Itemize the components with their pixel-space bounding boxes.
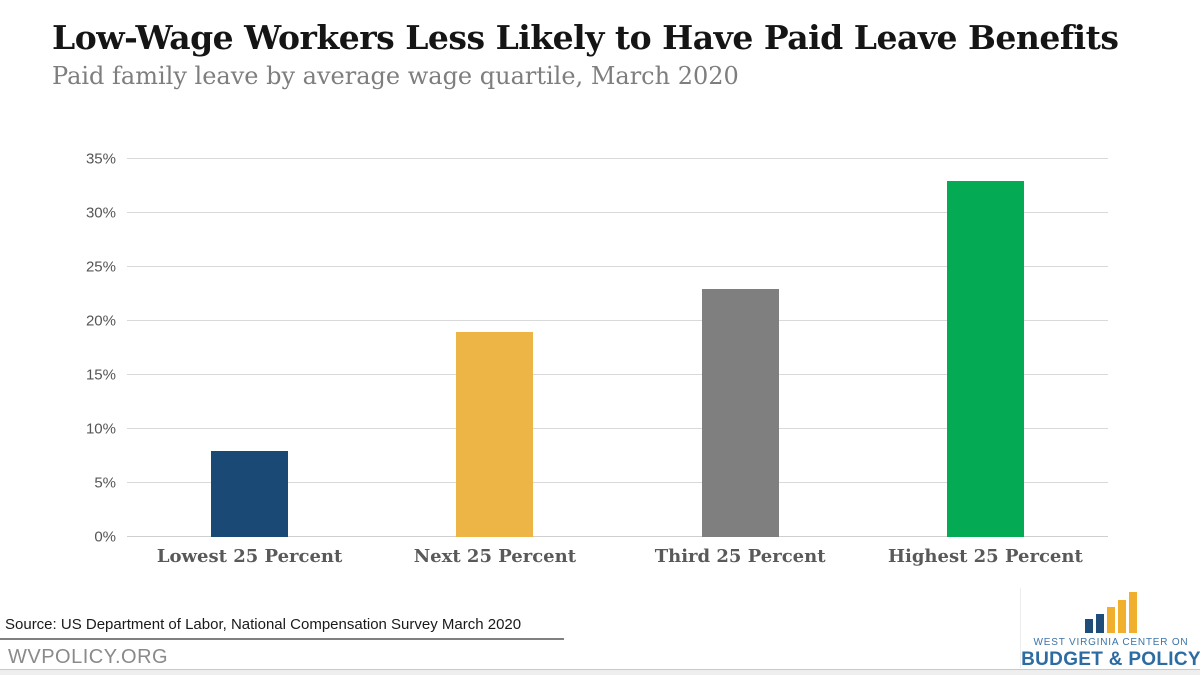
gridline-0 — [127, 536, 1108, 537]
logo-bar — [1118, 600, 1126, 633]
y-axis-tick-label: 15% — [85, 366, 116, 384]
bar-chart-plot-area: 0% 5% 10% 15% 20% 25% 30% 35% Lowest 25 Percent N… — [86, 151, 1108, 567]
y-axis-tick-label: 0% — [94, 528, 116, 546]
x-axis-category-label: Highest 25 Percent — [887, 546, 1083, 567]
gridline-20 — [127, 320, 1108, 321]
bar-lowest-25-percent — [211, 450, 289, 537]
logo-bar — [1085, 619, 1093, 633]
y-axis-tick-label: 5% — [94, 474, 116, 492]
logo-text-line2: BUDGET & POLICY — [1021, 649, 1200, 670]
org-logo: WEST VIRGINIA CENTER ON BUDGET & POLICY — [1020, 588, 1200, 670]
bar-third-25-percent — [701, 288, 779, 537]
y-axis-tick-label: 25% — [85, 258, 116, 276]
logo-text-line1: WEST VIRGINIA CENTER ON — [1033, 637, 1189, 648]
source-note: Source: US Department of Labor, National… — [0, 616, 564, 640]
page-title: Low-Wage Workers Less Likely to Have Pai… — [52, 18, 1119, 57]
bar-next-25-percent — [456, 331, 534, 537]
y-axis-tick-label: 20% — [85, 312, 116, 330]
gridline-5 — [127, 482, 1108, 483]
x-axis-category-label: Third 25 Percent — [654, 546, 826, 567]
gridline-10 — [127, 428, 1108, 429]
logo-bar — [1129, 592, 1137, 633]
website-url: WVPOLICY.ORG — [8, 646, 169, 668]
bottom-divider — [0, 669, 1200, 675]
ascending-bars-icon — [1085, 592, 1137, 633]
logo-bar — [1096, 614, 1104, 633]
logo-bar — [1107, 607, 1115, 633]
gridline-30 — [127, 212, 1108, 213]
gridline-15 — [127, 374, 1108, 375]
y-axis-tick-label: 10% — [85, 420, 116, 438]
gridline-35 — [127, 158, 1108, 159]
y-axis-tick-label: 30% — [85, 204, 116, 222]
x-axis-category-label: Next 25 Percent — [413, 546, 577, 567]
page-subtitle: Paid family leave by average wage quarti… — [52, 62, 739, 90]
gridline-25 — [127, 266, 1108, 267]
bar-highest-25-percent — [946, 180, 1024, 537]
y-axis-tick-label: 35% — [85, 150, 116, 168]
x-axis-category-label: Lowest 25 Percent — [156, 546, 343, 567]
